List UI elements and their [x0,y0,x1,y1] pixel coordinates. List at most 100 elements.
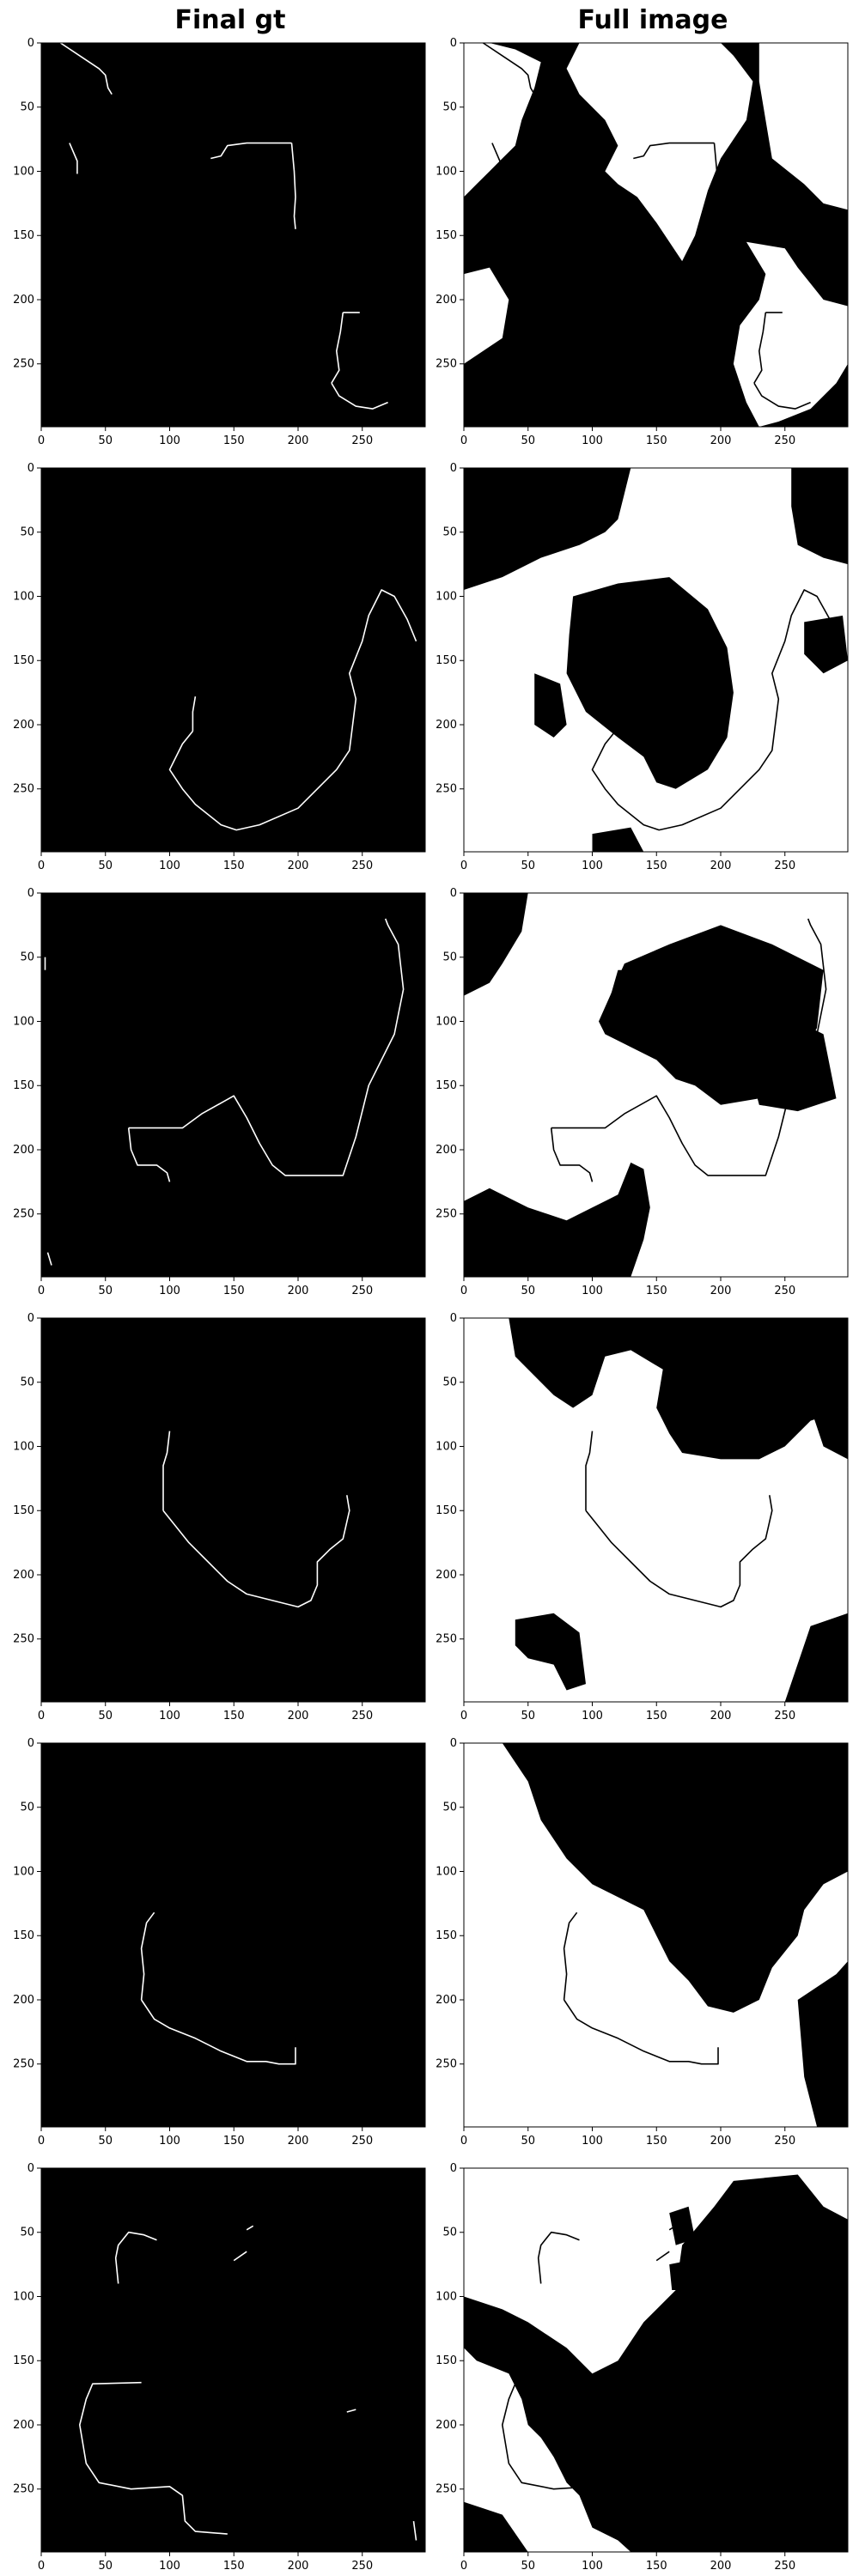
x-tick-label: 150 [223,2135,245,2148]
y-tick-label: 150 [13,1929,34,1942]
y-tick-label: 0 [450,887,457,900]
x-tick-label: 150 [646,2135,667,2148]
x-tick-label: 250 [774,1285,795,1297]
gt-line-1 [69,143,78,174]
x-tick-label: 0 [460,1285,467,1297]
y-tick-label: 100 [13,1865,34,1878]
x-tick-label: 250 [774,2135,795,2148]
x-tick-label: 0 [460,2135,467,2148]
full-image-line-2 [633,142,715,160]
y-tick-label: 0 [450,1737,457,1750]
gt-panel-frame [40,1742,426,2128]
full-image-line-1 [563,1999,719,2065]
gt-background [41,1318,425,1702]
x-tick-label: 200 [710,1710,732,1722]
full-image-line-0 [482,42,535,95]
x-tick-label: 150 [223,2560,245,2573]
gt-line-2 [233,2251,247,2262]
x-tick-label: 50 [98,2135,113,2148]
x-tick-label: 200 [288,2560,309,2573]
y-tick-label: 50 [442,101,457,114]
full-image-panel-row-2: 0 50 100 150 200 250 0 50 100 150 200 250 [436,462,849,872]
y-tick-label: 100 [436,1865,457,1878]
y-tick-label: 200 [13,1994,34,2007]
x-tick-label: 150 [223,434,245,447]
x-tick-label: 100 [582,860,603,872]
x-tick-label: 100 [159,1285,180,1297]
y-tick-label: 250 [13,783,34,796]
x-tick-label: 250 [774,2560,795,2573]
full-image-line-3 [469,1252,475,1266]
full-image-line-4 [769,2409,779,2413]
x-tick-label: 150 [223,1710,245,1722]
y-tick-label: 250 [13,1208,34,1221]
x-tick-label: 250 [351,1710,373,1722]
x-tick-label: 150 [646,1285,667,1297]
y-tick-label: 250 [436,358,457,371]
y-tick-label: 0 [27,2162,34,2175]
full-image-line-3 [713,143,719,229]
full-image-panel-frame [463,1317,849,1703]
x-tick-label: 50 [98,860,113,872]
black-region-3 [669,2260,693,2290]
x-tick-label: 250 [351,860,373,872]
x-tick-label: 200 [710,434,732,447]
x-tick-label: 100 [159,860,180,872]
x-tick-label: 250 [351,2135,373,2148]
y-tick-label: 50 [442,1376,457,1389]
gt-line-0 [59,42,113,95]
y-tick-label: 250 [13,2483,34,2496]
x-tick-label: 250 [774,860,795,872]
x-tick-label: 100 [582,1285,603,1297]
y-tick-label: 250 [436,2058,457,2071]
full-image-panel-frame [463,42,849,428]
x-tick-label: 200 [288,2135,309,2148]
x-tick-label: 100 [159,434,180,447]
gt-line-0 [162,1431,171,1511]
x-tick-label: 100 [582,1710,603,1722]
y-tick-label: 100 [436,165,457,178]
gt-background [41,1743,425,2127]
x-tick-label: 150 [646,434,667,447]
gt-line-4 [346,2409,356,2413]
x-tick-label: 100 [582,2560,603,2573]
gt-panel-row-5: 0 50 100 150 200 250 0 50 100 150 200 250 [13,1737,426,2148]
y-tick-label: 50 [20,101,34,114]
y-tick-label: 200 [436,2419,457,2432]
y-tick-label: 150 [13,2354,34,2367]
gt-panel-frame [40,467,426,853]
x-tick-label: 200 [710,1285,732,1297]
black-region-1 [810,1407,848,1460]
x-tick-label: 100 [582,434,603,447]
y-tick-label: 200 [13,1144,34,1157]
y-tick-label: 150 [13,654,34,667]
black-region-2 [605,969,670,1035]
full-image-line-1 [585,1495,773,1608]
x-tick-label: 50 [521,860,535,872]
y-tick-label: 250 [13,358,34,371]
black-region-0 [502,1743,848,2013]
x-tick-label: 250 [774,434,795,447]
black-region-5 [592,827,644,852]
black-region-0 [464,893,528,996]
x-tick-label: 200 [288,860,309,872]
y-tick-label: 250 [436,783,457,796]
white-region-1 [566,43,753,262]
y-tick-label: 150 [436,229,457,242]
y-tick-label: 50 [442,951,457,964]
x-tick-label: 200 [710,2560,732,2573]
x-tick-label: 50 [98,434,113,447]
x-tick-label: 0 [38,2560,45,2573]
y-tick-label: 250 [13,2058,34,2071]
y-tick-label: 100 [13,1015,34,1028]
x-tick-label: 250 [351,434,373,447]
x-tick-label: 0 [38,434,45,447]
gt-line-3 [290,143,296,229]
y-tick-label: 0 [450,462,457,475]
y-tick-label: 200 [436,1569,457,1582]
x-tick-label: 150 [646,2560,667,2573]
gt-line-2 [210,142,292,160]
y-tick-label: 150 [436,2354,457,2367]
full-image-line-1 [551,918,827,1176]
y-tick-label: 150 [436,1079,457,1092]
